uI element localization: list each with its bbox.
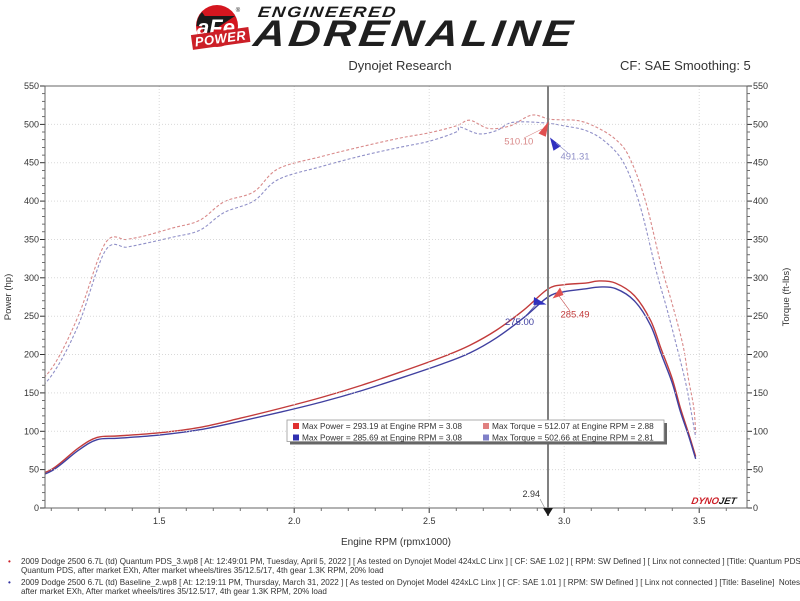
svg-text:100: 100 [24,426,39,436]
svg-text:450: 450 [753,158,768,168]
svg-text:150: 150 [753,388,768,398]
svg-text:400: 400 [24,196,39,206]
svg-text:350: 350 [753,235,768,245]
svg-text:510.10: 510.10 [504,136,533,147]
svg-text:275.00: 275.00 [505,317,534,328]
svg-text:Engine RPM (rpmx1000): Engine RPM (rpmx1000) [341,537,451,548]
svg-text:3.0: 3.0 [558,516,571,526]
svg-text:3.5: 3.5 [693,516,706,526]
svg-text:50: 50 [753,465,763,475]
svg-text:450: 450 [24,158,39,168]
svg-text:200: 200 [753,350,768,360]
svg-text:285.49: 285.49 [560,309,589,320]
svg-text:500: 500 [24,119,39,129]
svg-text:500: 500 [753,119,768,129]
svg-text:300: 300 [753,273,768,283]
svg-text:250: 250 [24,311,39,321]
svg-text:Max Torque = 512.07 at Engine: Max Torque = 512.07 at Engine RPM = 2.88 [492,421,654,431]
svg-text:300: 300 [24,273,39,283]
svg-text:Power (hp): Power (hp) [3,274,14,320]
svg-text:100: 100 [753,426,768,436]
svg-text:Max Torque = 502.66 at Engine: Max Torque = 502.66 at Engine RPM = 2.81 [492,433,654,443]
svg-text:2.0: 2.0 [288,516,301,526]
svg-text:2.5: 2.5 [423,516,436,526]
svg-text:491.31: 491.31 [560,151,589,162]
svg-text:150: 150 [24,388,39,398]
svg-text:2.94: 2.94 [522,489,540,499]
svg-text:Torque (ft-lbs): Torque (ft-lbs) [781,268,792,327]
svg-text:200: 200 [24,350,39,360]
svg-text:400: 400 [753,196,768,206]
svg-text:1.5: 1.5 [153,516,166,526]
svg-text:250: 250 [753,311,768,321]
svg-text:Max Power = 293.19 at Engine R: Max Power = 293.19 at Engine RPM = 3.08 [302,421,462,431]
svg-text:50: 50 [29,465,39,475]
svg-text:DYNOJET: DYNOJET [690,496,738,507]
svg-text:350: 350 [24,235,39,245]
svg-text:550: 550 [24,81,39,91]
svg-text:0: 0 [753,503,758,513]
svg-text:Max Power = 285.69 at Engine R: Max Power = 285.69 at Engine RPM = 3.08 [302,433,462,443]
svg-text:550: 550 [753,81,768,91]
svg-text:0: 0 [34,503,39,513]
